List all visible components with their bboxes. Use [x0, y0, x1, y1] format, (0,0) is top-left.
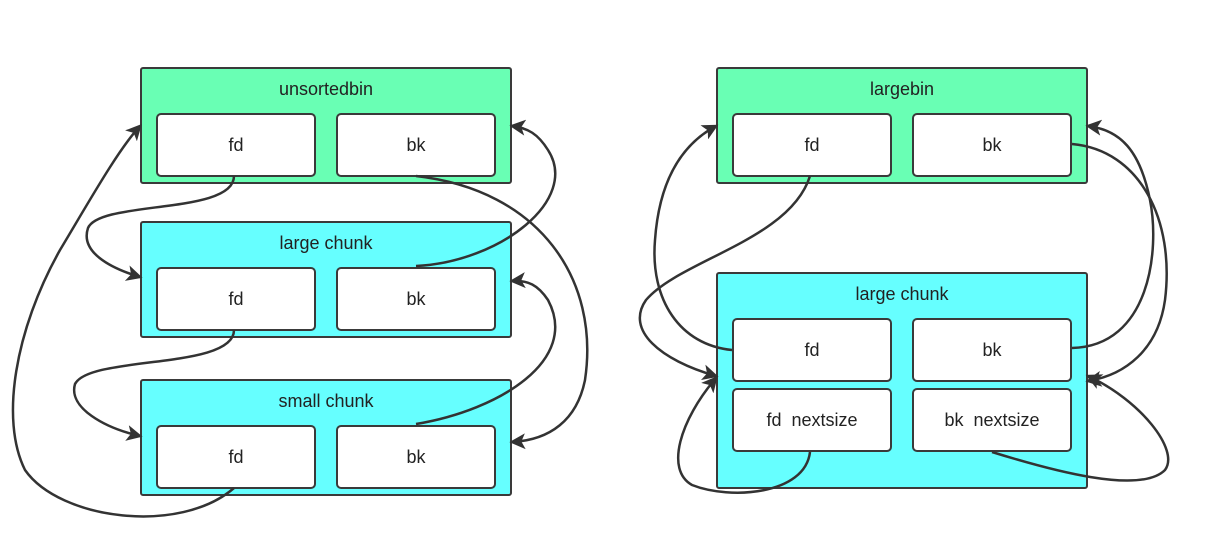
small-chunk-fd-cell: fd: [156, 425, 316, 489]
right-large-chunk-title: large chunk: [855, 284, 949, 304]
small-chunk-bk-cell: bk: [336, 425, 496, 489]
unsortedbin-title: unsortedbin: [278, 79, 374, 99]
largebin-box: largebin fd bk: [716, 67, 1088, 184]
right-large-chunk-box: large chunk fd bk fd nextsize bk nextsiz…: [716, 272, 1088, 489]
right-large-chunk-fd-cell: fd: [732, 318, 892, 382]
left-large-chunk-fd-cell: fd: [156, 267, 316, 331]
right-large-chunk-fd-nextsize-cell: fd nextsize: [732, 388, 892, 452]
unsortedbin-box: unsortedbin fd bk: [140, 67, 512, 184]
unsortedbin-fd-cell: fd: [156, 113, 316, 177]
left-large-chunk-bk-cell: bk: [336, 267, 496, 331]
largebin-bk-cell: bk: [912, 113, 1072, 177]
left-large-chunk-box: large chunk fd bk: [140, 221, 512, 338]
small-chunk-box: small chunk fd bk: [140, 379, 512, 496]
right-large-chunk-bk-nextsize-cell: bk nextsize: [912, 388, 1072, 452]
unsortedbin-bk-cell: bk: [336, 113, 496, 177]
small-chunk-title: small chunk: [278, 391, 374, 411]
right-large-chunk-bk-cell: bk: [912, 318, 1072, 382]
largebin-fd-cell: fd: [732, 113, 892, 177]
largebin-title: largebin: [869, 79, 935, 99]
left-large-chunk-title: large chunk: [279, 233, 373, 253]
